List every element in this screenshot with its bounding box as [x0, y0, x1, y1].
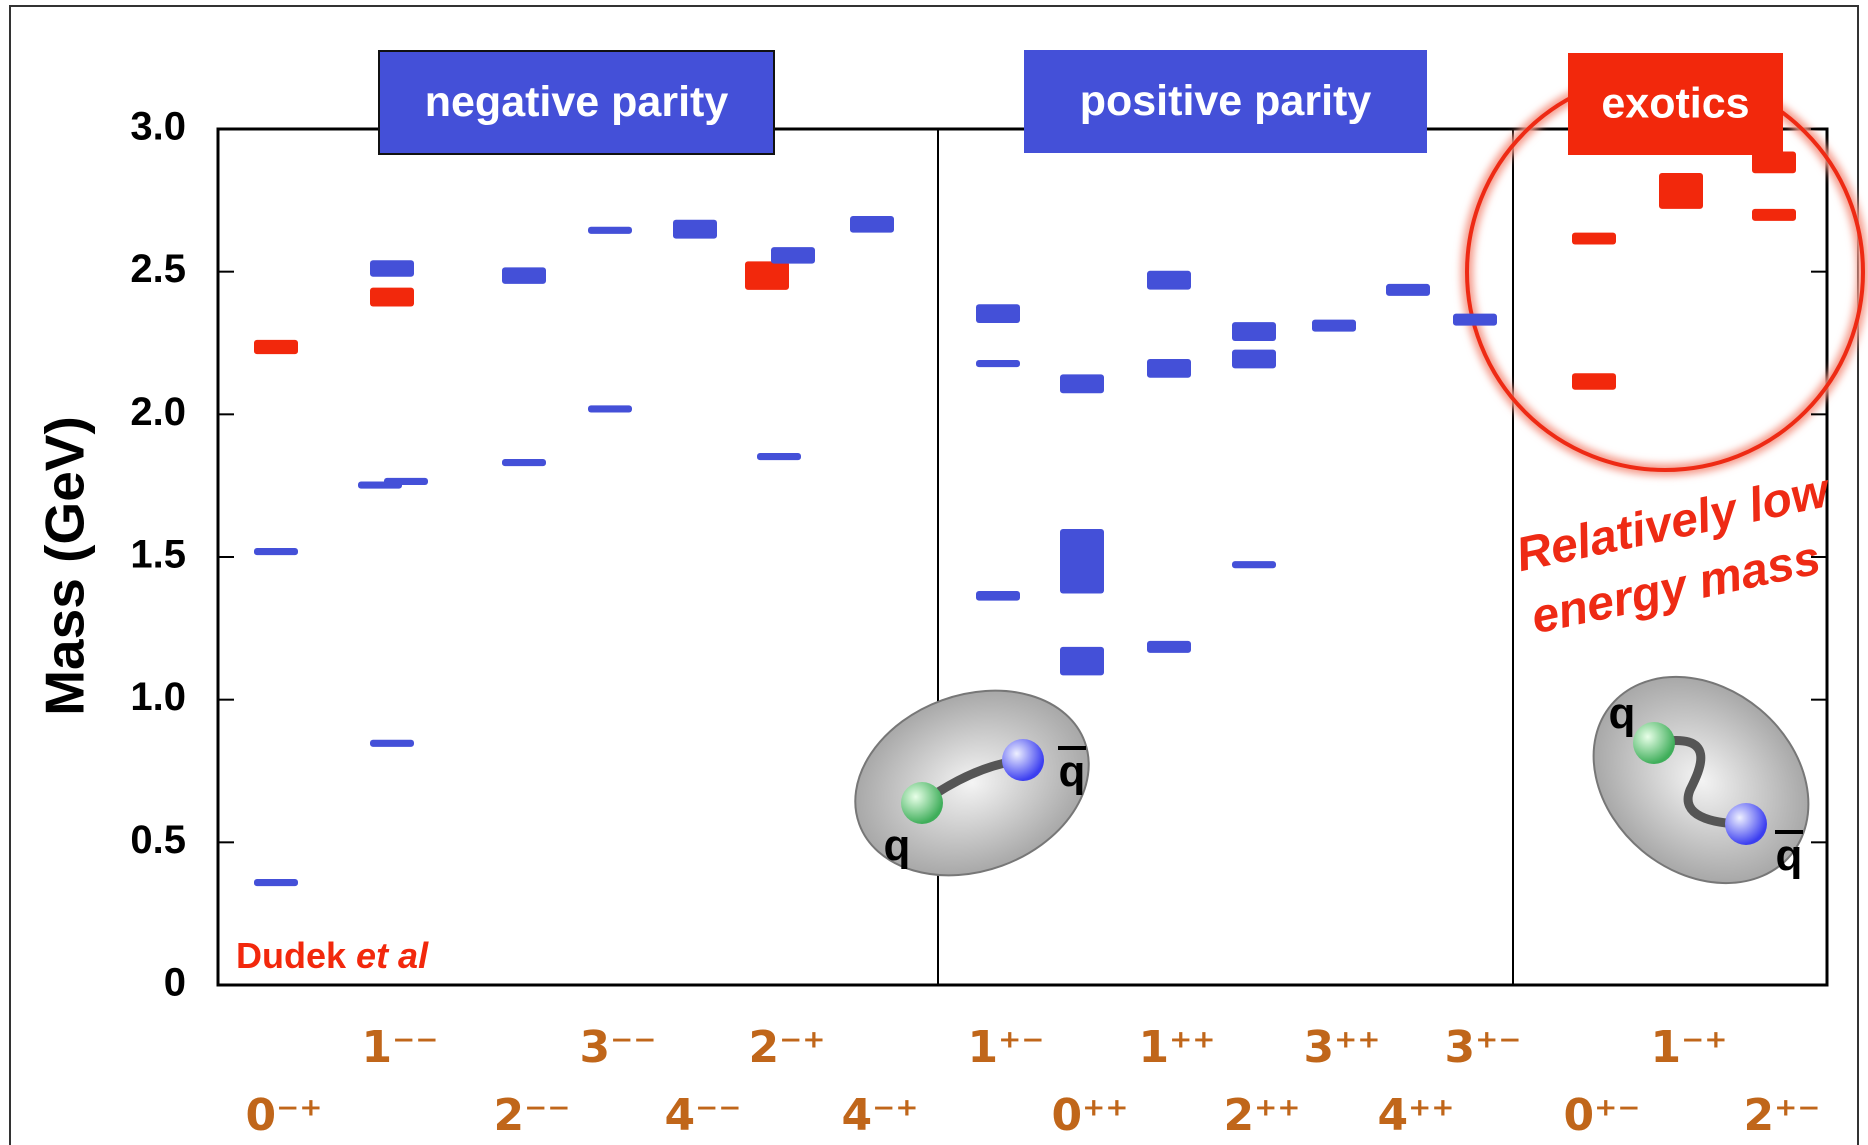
level [1659, 173, 1703, 209]
y-tick-label: 1.5 [130, 533, 186, 577]
quark-label: q [1609, 689, 1636, 738]
level [771, 247, 815, 264]
quark [1633, 722, 1675, 764]
x-tick-label: 0⁺⁻ [1563, 1090, 1640, 1141]
x-tick-label: 3⁻⁻ [579, 1022, 656, 1073]
y-tick-label: 1.0 [130, 675, 186, 719]
x-tick-label: 2⁺⁻ [1743, 1090, 1820, 1141]
level [1147, 641, 1191, 653]
level [1232, 561, 1276, 568]
y-tick-label: 0 [164, 961, 186, 1005]
x-tick-label: 0⁺⁺ [1051, 1090, 1128, 1141]
level [254, 548, 298, 555]
level [254, 879, 298, 886]
quark-label: q [884, 821, 911, 870]
hybrid-diagram: q q [1552, 634, 1850, 925]
level [673, 220, 717, 239]
antiquark-label: q [1776, 831, 1803, 880]
level [1752, 152, 1796, 174]
chart: Mass (GeV) Dudek et al Relatively low en… [0, 0, 1868, 1145]
x-tick-label: 4⁻⁺ [841, 1090, 918, 1141]
y-tick-label: 0.5 [130, 818, 186, 862]
level [588, 227, 632, 234]
x-tick-label: 3⁺⁻ [1444, 1022, 1521, 1073]
group-title: exotics [1601, 79, 1749, 127]
y-axis-label: Mass (GeV) [34, 416, 96, 716]
level [370, 260, 414, 277]
x-tick-label: 2⁺⁺ [1223, 1090, 1300, 1141]
credit: Dudek et al [236, 935, 429, 976]
x-tick-label: 3⁺⁺ [1303, 1022, 1380, 1073]
annotation: Relatively low energy mass [1512, 464, 1849, 645]
antiquark-label: q [1059, 747, 1086, 796]
level [757, 453, 801, 460]
y-tick-label: 3.0 [130, 105, 186, 149]
level [1060, 374, 1104, 393]
level [976, 591, 1020, 601]
level [1572, 233, 1616, 245]
level [976, 304, 1020, 323]
level [1060, 647, 1104, 676]
level [588, 405, 632, 412]
level [1232, 350, 1276, 369]
level [502, 267, 546, 284]
level [1060, 529, 1104, 593]
level [976, 360, 1020, 367]
x-tick-label: 2⁻⁻ [493, 1090, 570, 1141]
level [745, 261, 789, 290]
x-tick-label: 1⁻⁺ [1650, 1022, 1727, 1073]
x-tick-label: 1⁺⁻ [967, 1022, 1044, 1073]
quark [901, 782, 943, 824]
level [1572, 373, 1616, 390]
level [1453, 314, 1497, 326]
credit-suffix: et al [356, 935, 429, 976]
x-tick-label: 1⁻⁻ [361, 1022, 438, 1073]
group-title: positive parity [1080, 77, 1372, 125]
antiquark [1725, 803, 1767, 845]
level [850, 216, 894, 233]
y-tick-label: 2.5 [130, 247, 186, 291]
x-tick-label: 1⁺⁺ [1138, 1022, 1215, 1073]
level [502, 459, 546, 466]
level [1752, 209, 1796, 221]
x-tick-label: 0⁻⁺ [245, 1090, 322, 1141]
group-title: negative parity [425, 78, 729, 126]
y-tick-label: 2.0 [130, 390, 186, 434]
level [1147, 359, 1191, 378]
level [370, 740, 414, 747]
meson-diagram: q q [829, 659, 1115, 906]
level [254, 340, 298, 354]
x-tick-label: 4⁻⁻ [664, 1090, 741, 1141]
level [1312, 320, 1356, 332]
x-tick-label: 4⁺⁺ [1377, 1090, 1454, 1141]
level [1147, 271, 1191, 290]
antiquark [1002, 739, 1044, 781]
level [1386, 284, 1430, 296]
blob [1552, 634, 1850, 925]
x-tick-label: 2⁻⁺ [748, 1022, 825, 1073]
credit-name: Dudek [236, 935, 347, 976]
level [384, 478, 428, 485]
level [1232, 322, 1276, 341]
level [370, 288, 414, 307]
